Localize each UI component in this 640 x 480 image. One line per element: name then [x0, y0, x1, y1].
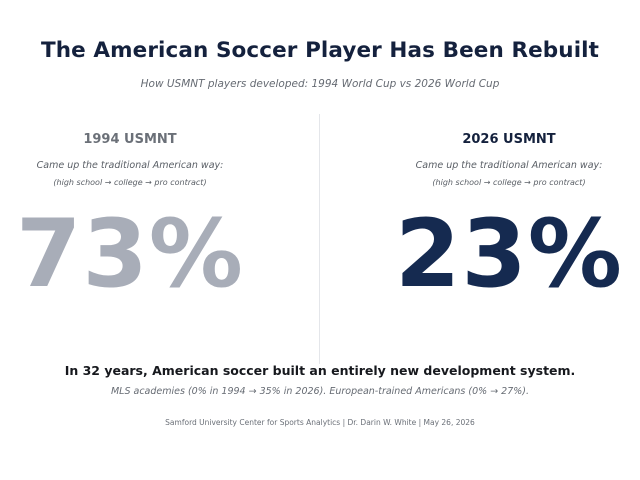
right-description: Came up the traditional American way: [415, 160, 603, 171]
column-divider [319, 114, 320, 364]
page-title: The American Soccer Player Has Been Rebu… [40, 38, 600, 63]
source-footer: Samford University Center for Sports Ana… [165, 418, 475, 427]
page-subtitle: How USMNT players developed: 1994 World … [140, 78, 500, 90]
left-column-1994: 1994 USMNT Came up the traditional Ameri… [16, 132, 244, 309]
left-pathway-note: (high school → college → pro contract) [53, 178, 207, 187]
left-description: Came up the traditional American way: [36, 160, 224, 171]
right-column-2026: 2026 USMNT Came up the traditional Ameri… [320, 0, 640, 480]
summary-statement: In 32 years, American soccer built an en… [64, 363, 576, 378]
right-big-percentage: 23% [395, 200, 623, 309]
left-big-percentage: 73% [16, 200, 244, 309]
left-column-header: 1994 USMNT [83, 132, 177, 147]
detail-note: MLS academies (0% in 1994 → 35% in 2026)… [110, 386, 530, 397]
right-column-header: 2026 USMNT [462, 132, 556, 147]
right-pathway-note: (high school → college → pro contract) [432, 178, 586, 187]
